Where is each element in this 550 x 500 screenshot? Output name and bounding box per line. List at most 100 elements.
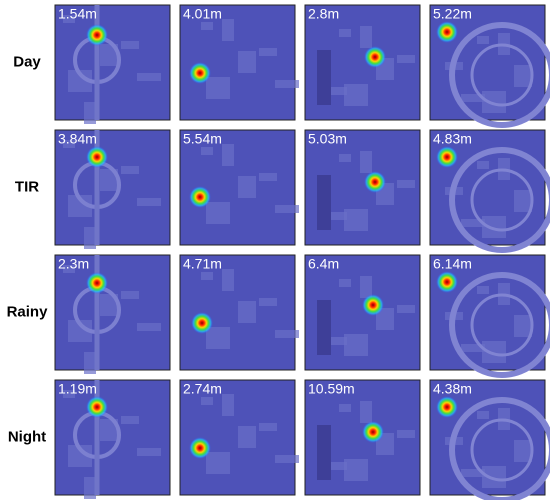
building xyxy=(514,440,532,462)
row-label: Night xyxy=(8,428,46,445)
building xyxy=(222,269,234,291)
error-label: 5.54m xyxy=(183,130,222,146)
building xyxy=(63,390,75,398)
building xyxy=(84,102,96,124)
building xyxy=(339,29,351,37)
error-label: 5.03m xyxy=(308,130,347,146)
building xyxy=(477,161,489,169)
building xyxy=(323,337,347,345)
building xyxy=(100,44,118,66)
building xyxy=(259,423,277,431)
error-label: 2.74m xyxy=(183,380,222,396)
plaza xyxy=(449,397,550,500)
building xyxy=(397,430,415,438)
row-label: Rainy xyxy=(7,303,49,320)
building xyxy=(360,401,372,423)
building xyxy=(259,48,277,56)
heat-spot xyxy=(189,437,211,459)
heat-spot xyxy=(191,312,213,334)
building xyxy=(206,452,230,474)
building xyxy=(275,80,299,88)
building xyxy=(121,291,139,299)
building xyxy=(376,308,394,330)
heat-spot xyxy=(436,146,458,168)
error-label: 4.71m xyxy=(183,255,222,271)
error-label: 6.4m xyxy=(308,255,339,271)
building xyxy=(275,455,299,463)
map-tile: 5.22m xyxy=(429,4,550,128)
building xyxy=(482,341,506,363)
building xyxy=(63,15,75,23)
building xyxy=(84,227,96,249)
building xyxy=(344,84,368,106)
heat-spot xyxy=(362,294,384,316)
building xyxy=(397,305,415,313)
plaza xyxy=(470,168,534,232)
building xyxy=(238,301,256,323)
error-label: 1.19m xyxy=(58,380,97,396)
plaza xyxy=(470,43,534,107)
plaza xyxy=(470,293,534,357)
map-tile: 5.03m xyxy=(304,129,421,246)
building xyxy=(360,151,372,173)
heat-spot xyxy=(86,396,108,418)
field xyxy=(317,50,331,105)
row-label: TIR xyxy=(15,178,39,195)
building xyxy=(68,445,92,467)
building xyxy=(137,198,161,206)
error-label: 2.8m xyxy=(308,5,339,21)
building xyxy=(477,286,489,294)
building xyxy=(222,144,234,166)
building xyxy=(206,202,230,224)
building xyxy=(68,70,92,92)
map-tile: 4.01m xyxy=(179,4,299,121)
building xyxy=(339,279,351,287)
map-tile: 1.19m xyxy=(54,379,171,499)
building xyxy=(222,19,234,41)
building xyxy=(100,419,118,441)
field xyxy=(317,175,331,230)
building xyxy=(477,411,489,419)
building xyxy=(323,87,347,95)
building xyxy=(477,36,489,44)
error-label: 6.14m xyxy=(433,255,472,271)
map-tile: 2.8m xyxy=(304,4,421,121)
building xyxy=(121,41,139,49)
building xyxy=(63,265,75,273)
building xyxy=(323,462,347,470)
error-label: 4.83m xyxy=(433,130,472,146)
building xyxy=(514,315,532,337)
building xyxy=(461,219,485,227)
plaza xyxy=(449,147,550,253)
building xyxy=(238,176,256,198)
building xyxy=(238,51,256,73)
building xyxy=(137,323,161,331)
building xyxy=(323,212,347,220)
building xyxy=(360,26,372,48)
map-tile: 5.54m xyxy=(179,129,299,246)
building xyxy=(259,298,277,306)
building xyxy=(206,327,230,349)
error-label: 4.01m xyxy=(183,5,222,21)
heat-spot xyxy=(436,396,458,418)
building xyxy=(84,477,96,499)
building xyxy=(275,330,299,338)
heat-spot xyxy=(364,171,386,193)
map-tile: 10.59m xyxy=(304,379,421,496)
error-label: 1.54m xyxy=(58,5,97,21)
building xyxy=(259,173,277,181)
field xyxy=(317,300,331,355)
plaza xyxy=(449,272,550,378)
heat-spot xyxy=(86,24,108,46)
heat-spot xyxy=(362,421,384,443)
map-tile: 2.74m xyxy=(179,379,299,496)
heat-spot xyxy=(86,272,108,294)
building xyxy=(201,397,213,405)
building xyxy=(63,140,75,148)
tile-bg xyxy=(179,4,296,121)
plaza xyxy=(449,22,550,128)
building xyxy=(201,272,213,280)
building xyxy=(121,416,139,424)
error-label: 4.38m xyxy=(433,380,472,396)
